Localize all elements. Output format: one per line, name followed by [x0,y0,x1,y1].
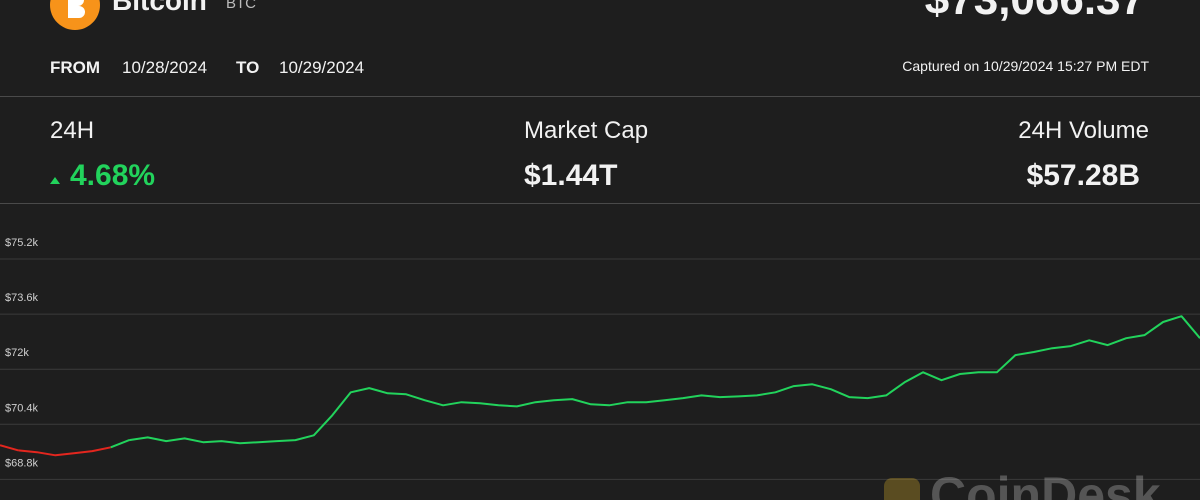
watermark-icon [884,478,920,500]
captured: Captured on 10/29/2024 15:27 PM EDT [902,58,1149,74]
plot: $75.2k $73.6k $72k $70.4k $68.8k [0,237,1200,480]
from-label: FROM [50,58,100,77]
stat-label: Market Cap [524,117,648,144]
y-tick-label: $72k [5,347,29,359]
y-tick-label: $75.2k [5,237,39,249]
stat-label: 24H [50,117,94,144]
coin-symbol: BTC [226,0,256,12]
y-tick-label: $70.4k [5,402,39,414]
coin-icon-glyph [68,0,85,18]
price: $73,066.37 [925,0,1145,24]
stat-value: $57.28B [1027,159,1140,192]
to-label: TO [236,58,259,77]
y-tick-label: $73.6k [5,292,39,304]
line-joint [110,439,130,449]
watermark: CoinDesk [884,467,1161,500]
line-joint [0,444,19,452]
from-date: 10/28/2024 [122,58,207,77]
watermark-text: CoinDesk [930,467,1161,500]
price-line [129,315,1200,445]
coin-name: Bitcoin [112,0,207,16]
to-date: 10/29/2024 [279,58,364,77]
stat-label: 24H Volume [1018,117,1149,144]
stat-value: 4.68% [70,159,155,192]
y-tick-label: $68.8k [5,457,39,469]
up-arrow [50,177,60,184]
stat-value: $1.44T [524,159,617,192]
price-line [18,446,112,457]
